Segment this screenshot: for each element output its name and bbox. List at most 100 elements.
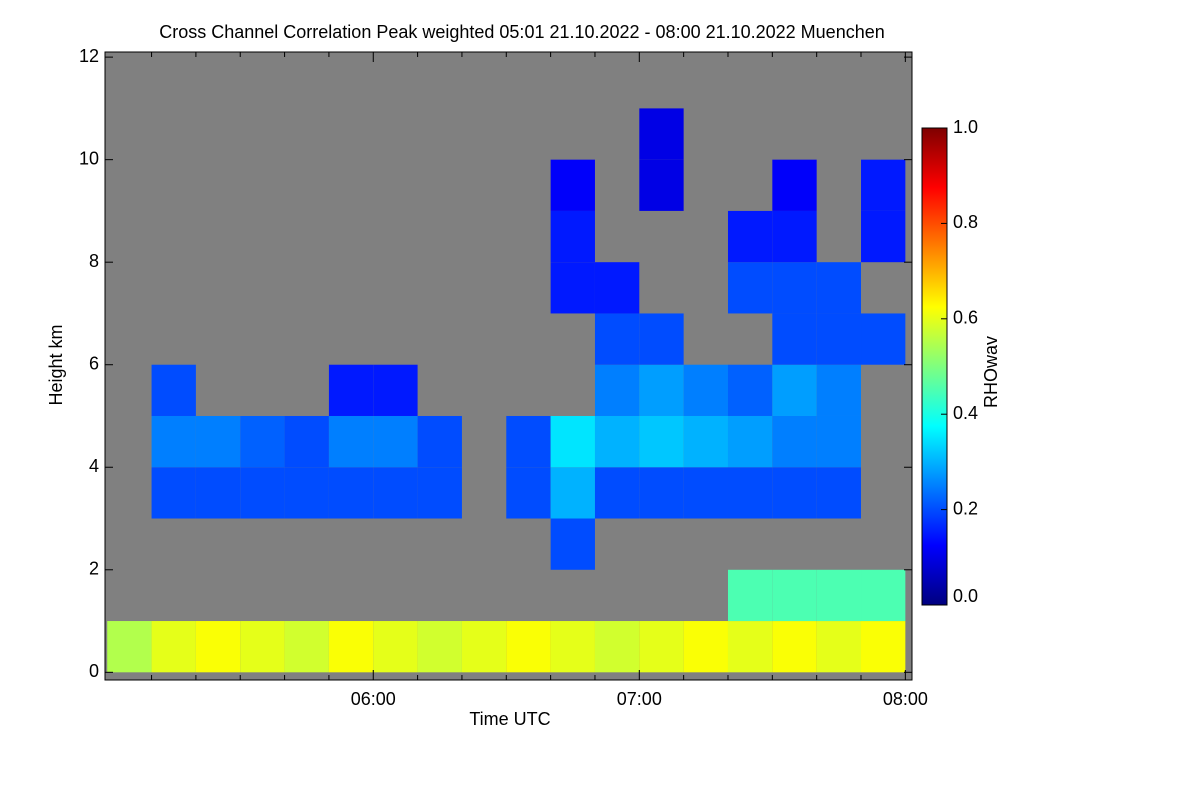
heatmap-cell xyxy=(772,569,817,622)
heatmap-cell xyxy=(861,210,906,263)
colorbar-tick-label: 0.0 xyxy=(953,586,978,606)
heatmap-cell xyxy=(683,467,728,519)
colorbar-tick-label: 0.2 xyxy=(953,498,978,518)
heatmap-cell xyxy=(373,621,418,673)
heatmap-cell xyxy=(727,467,773,519)
heatmap-cell xyxy=(639,108,684,160)
heatmap-cell xyxy=(639,364,684,416)
heatmap-cell xyxy=(816,262,862,314)
heatmap-cell xyxy=(639,313,684,365)
y-axis-label: Height km xyxy=(46,324,66,405)
heatmap-cell xyxy=(461,621,507,673)
colorbar-tick-label: 0.6 xyxy=(953,308,978,328)
heatmap-cell xyxy=(594,467,640,519)
heatmap-cell xyxy=(328,467,374,519)
heatmap-cell xyxy=(373,415,418,468)
heatmap-cell xyxy=(328,415,374,468)
heatmap-cell xyxy=(240,621,285,673)
heatmap-cell xyxy=(861,159,906,211)
heatmap-cell xyxy=(550,467,595,519)
colorbar-label: RHOwav xyxy=(981,336,1001,408)
heatmap-cell xyxy=(284,621,329,673)
heatmap-cell xyxy=(284,415,329,468)
heatmap-cell xyxy=(816,313,862,365)
y-tick-label: 6 xyxy=(89,353,99,373)
heatmap-cell xyxy=(772,210,817,263)
chart-title: Cross Channel Correlation Peak weighted … xyxy=(159,22,885,42)
y-tick-label: 8 xyxy=(89,251,99,271)
heatmap-cell xyxy=(594,621,640,673)
y-tick-label: 10 xyxy=(79,148,99,168)
heatmap-cell xyxy=(683,364,728,416)
heatmap-cell xyxy=(506,415,551,468)
colorbar-tick-label: 0.8 xyxy=(953,212,978,232)
heatmap-cell xyxy=(550,210,595,263)
heatmap-cell xyxy=(594,313,640,365)
heatmap-cell xyxy=(328,621,374,673)
heatmap-cell xyxy=(328,364,374,416)
heatmap-cell xyxy=(816,415,862,468)
heatmap-cell xyxy=(195,415,241,468)
heatmap-cell xyxy=(151,621,196,673)
heatmap-cell xyxy=(151,467,196,519)
heatmap-cell xyxy=(550,159,595,211)
heatmap-cell xyxy=(639,621,684,673)
heatmap-cell xyxy=(816,467,862,519)
heatmap-cell xyxy=(816,621,862,673)
x-axis-label: Time UTC xyxy=(469,709,550,729)
heatmap-cell xyxy=(417,621,462,673)
colorbar-tick-label: 1.0 xyxy=(953,117,978,137)
heatmap-cell xyxy=(107,621,152,673)
x-tick-label: 06:00 xyxy=(351,689,396,709)
heatmap-cell xyxy=(772,262,817,314)
heatmap-cell xyxy=(417,467,462,519)
heatmap-cell xyxy=(772,313,817,365)
y-tick-label: 4 xyxy=(89,456,99,476)
heatmap-cell xyxy=(639,415,684,468)
heatmap-cell xyxy=(195,467,241,519)
heatmap-cell xyxy=(417,415,462,468)
heatmap-cell xyxy=(639,467,684,519)
x-tick-label: 07:00 xyxy=(617,689,662,709)
heatmap-cell xyxy=(861,621,906,673)
heatmap-cell xyxy=(594,364,640,416)
heatmap-cell xyxy=(373,467,418,519)
colorbar xyxy=(921,127,948,606)
heatmap-cell xyxy=(151,415,196,468)
heatmap-cell xyxy=(639,159,684,211)
heatmap-cell xyxy=(772,467,817,519)
heatmap-cell xyxy=(594,262,640,314)
heatmap-cell xyxy=(861,313,906,365)
y-tick-label: 0 xyxy=(89,661,99,681)
heatmap-cell xyxy=(550,621,595,673)
heatmap-cell xyxy=(195,621,241,673)
heatmap-cell xyxy=(727,364,773,416)
heatmap-cell xyxy=(550,415,595,468)
heatmap-cell xyxy=(861,569,906,622)
heatmap-cell xyxy=(816,364,862,416)
colorbar-tick-label: 0.4 xyxy=(953,403,978,423)
heatmap-cell xyxy=(240,467,285,519)
y-tick-label: 12 xyxy=(79,46,99,66)
heatmap-cell xyxy=(373,364,418,416)
heatmap-cell xyxy=(506,621,551,673)
heatmap-cell xyxy=(284,467,329,519)
heatmap-cell xyxy=(772,364,817,416)
heatmap-cell xyxy=(772,159,817,211)
heatmap-cell xyxy=(727,569,773,622)
y-tick-label: 2 xyxy=(89,559,99,579)
heatmap-cell xyxy=(506,467,551,519)
heatmap-cell xyxy=(727,415,773,468)
heatmap-cell xyxy=(816,569,862,622)
x-tick-label: 08:00 xyxy=(883,689,928,709)
plot-frame xyxy=(104,51,913,681)
heatmap-cell xyxy=(683,415,728,468)
heatmap-cell xyxy=(683,621,728,673)
heatmap-cell xyxy=(772,415,817,468)
heatmap-cell xyxy=(594,415,640,468)
heatmap-cell xyxy=(727,210,773,263)
heatmap-cell xyxy=(727,262,773,314)
heatmap-cell xyxy=(727,621,773,673)
heatmap-cell xyxy=(772,621,817,673)
